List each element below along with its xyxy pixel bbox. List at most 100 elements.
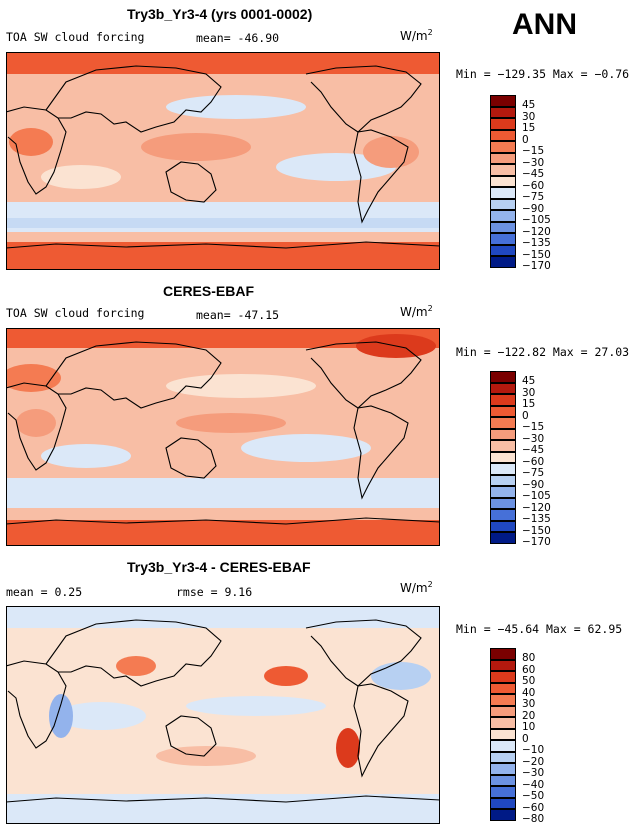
map-model bbox=[6, 52, 440, 270]
coast-eurasia bbox=[45, 619, 222, 687]
colorbar-swatch bbox=[490, 797, 516, 809]
colorbar-swatch bbox=[490, 198, 516, 210]
colorbar-label: −135 bbox=[522, 237, 551, 249]
colorbar-label: 0 bbox=[522, 732, 529, 745]
asia-patch bbox=[116, 656, 156, 676]
colorbar-label: −75 bbox=[522, 191, 545, 203]
atlantic-patch bbox=[371, 662, 431, 690]
colorbar-label: −120 bbox=[522, 501, 551, 514]
colorbar-label: −30 bbox=[522, 156, 545, 169]
colorbar-swatch bbox=[490, 497, 516, 509]
colorbar-label: −20 bbox=[522, 755, 545, 768]
colorbar-swatch bbox=[490, 474, 516, 486]
colorbar-swatch bbox=[490, 129, 516, 141]
colorbar-label: −80 bbox=[522, 813, 545, 825]
colorbar-label: −50 bbox=[522, 790, 545, 802]
colorbar-label: −40 bbox=[522, 778, 545, 791]
map-frame bbox=[6, 606, 440, 824]
colorbar-label: 0 bbox=[522, 133, 529, 146]
colorbar-swatch bbox=[490, 371, 516, 383]
colorbar-swatch bbox=[490, 486, 516, 498]
colorbar-swatch bbox=[490, 520, 516, 532]
africa-convection bbox=[9, 128, 53, 156]
colorbar-swatch bbox=[490, 532, 516, 544]
colorbar-swatch bbox=[490, 221, 516, 233]
units-label: W/m2 bbox=[400, 304, 433, 319]
colorbar-swatch bbox=[490, 786, 516, 798]
colorbar-label: −45 bbox=[522, 444, 545, 456]
colorbar-swatch bbox=[490, 394, 516, 406]
colorbar-label: −10 bbox=[522, 744, 545, 756]
colorbar-label: −60 bbox=[522, 455, 545, 468]
colorbar-label: −105 bbox=[522, 214, 551, 226]
colorbar-swatch bbox=[490, 187, 516, 199]
variable-label: TOA SW cloud forcing bbox=[6, 30, 145, 44]
map-background bbox=[6, 328, 440, 546]
arctic-band bbox=[6, 52, 440, 74]
colorbar-swatch bbox=[490, 152, 516, 164]
units-label: W/m2 bbox=[400, 580, 433, 595]
colorbar-swatch bbox=[490, 648, 516, 660]
coast-south-america bbox=[353, 405, 409, 500]
coast-eurasia bbox=[45, 341, 222, 409]
units-label: W/m2 bbox=[400, 28, 433, 43]
amazon-convection bbox=[363, 136, 419, 168]
variable-label: TOA SW cloud forcing bbox=[6, 306, 145, 320]
colorbar-swatch bbox=[490, 659, 516, 671]
colorbar-label: −75 bbox=[522, 467, 545, 479]
mean-value: mean = 0.25 bbox=[6, 585, 83, 599]
arctic-band bbox=[6, 328, 440, 348]
rmse-value: rmse = 9.16 bbox=[176, 585, 253, 599]
colorbar-label: −30 bbox=[522, 432, 545, 445]
colorbar-label: 40 bbox=[522, 686, 536, 699]
colorbar-label: 30 bbox=[522, 698, 536, 710]
colorbar-label: −15 bbox=[522, 421, 545, 433]
colorbar-swatch bbox=[490, 210, 516, 222]
coast-north-america bbox=[305, 341, 422, 409]
colorbar-swatch bbox=[490, 428, 516, 440]
equatorial-patch bbox=[186, 696, 326, 716]
colorbar-swatch bbox=[490, 440, 516, 452]
colorbar-label: 10 bbox=[522, 721, 536, 733]
colorbar-swatch bbox=[490, 141, 516, 153]
coast-north-america bbox=[305, 619, 422, 687]
npac-patch bbox=[166, 374, 316, 398]
southern-ocean bbox=[6, 478, 440, 508]
colorbar-swatch bbox=[490, 717, 516, 729]
panel-title: CERES-EBAF bbox=[163, 283, 255, 299]
antarctic-band bbox=[6, 520, 440, 546]
colorbar-swatch bbox=[490, 451, 516, 463]
colorbar-label: −60 bbox=[522, 801, 545, 814]
npac-patch bbox=[166, 95, 306, 119]
south-patch bbox=[156, 746, 256, 766]
colorbar-label: −90 bbox=[522, 202, 545, 215]
colorbar-swatch bbox=[490, 682, 516, 694]
arctic-band bbox=[6, 606, 440, 628]
spac-patch bbox=[241, 434, 371, 462]
mean-value: mean= -46.90 bbox=[196, 31, 280, 45]
colorbar-swatch bbox=[490, 728, 516, 740]
itcz-band bbox=[176, 413, 286, 433]
colorbar-swatch bbox=[490, 740, 516, 752]
coast-antarctica bbox=[6, 795, 440, 803]
panel-title: Try3b_Yr3-4 (yrs 0001-0002) bbox=[127, 6, 313, 22]
colorbar-label: 15 bbox=[522, 122, 536, 134]
colorbar-label: 60 bbox=[522, 663, 536, 676]
colorbar-swatch bbox=[490, 751, 516, 763]
colorbar-label: 15 bbox=[522, 398, 536, 410]
colorbar-swatch bbox=[490, 705, 516, 717]
colorbar-swatch bbox=[490, 417, 516, 429]
season-label: ANN bbox=[512, 8, 577, 41]
warm-pool bbox=[141, 133, 251, 161]
coast-south-america bbox=[353, 129, 409, 224]
colorbar-swatch bbox=[490, 164, 516, 176]
colorbar-swatch bbox=[490, 118, 516, 130]
colorbar-label: 45 bbox=[522, 375, 536, 387]
min-max-label: Min = −129.35 Max = −0.76 bbox=[456, 67, 630, 81]
map-frame bbox=[6, 328, 440, 546]
coast-australia bbox=[165, 715, 217, 757]
colorbar-label: −30 bbox=[522, 767, 545, 779]
colorbar-swatch bbox=[490, 382, 516, 394]
sind-patch bbox=[41, 444, 131, 468]
colorbar-swatch bbox=[490, 233, 516, 245]
